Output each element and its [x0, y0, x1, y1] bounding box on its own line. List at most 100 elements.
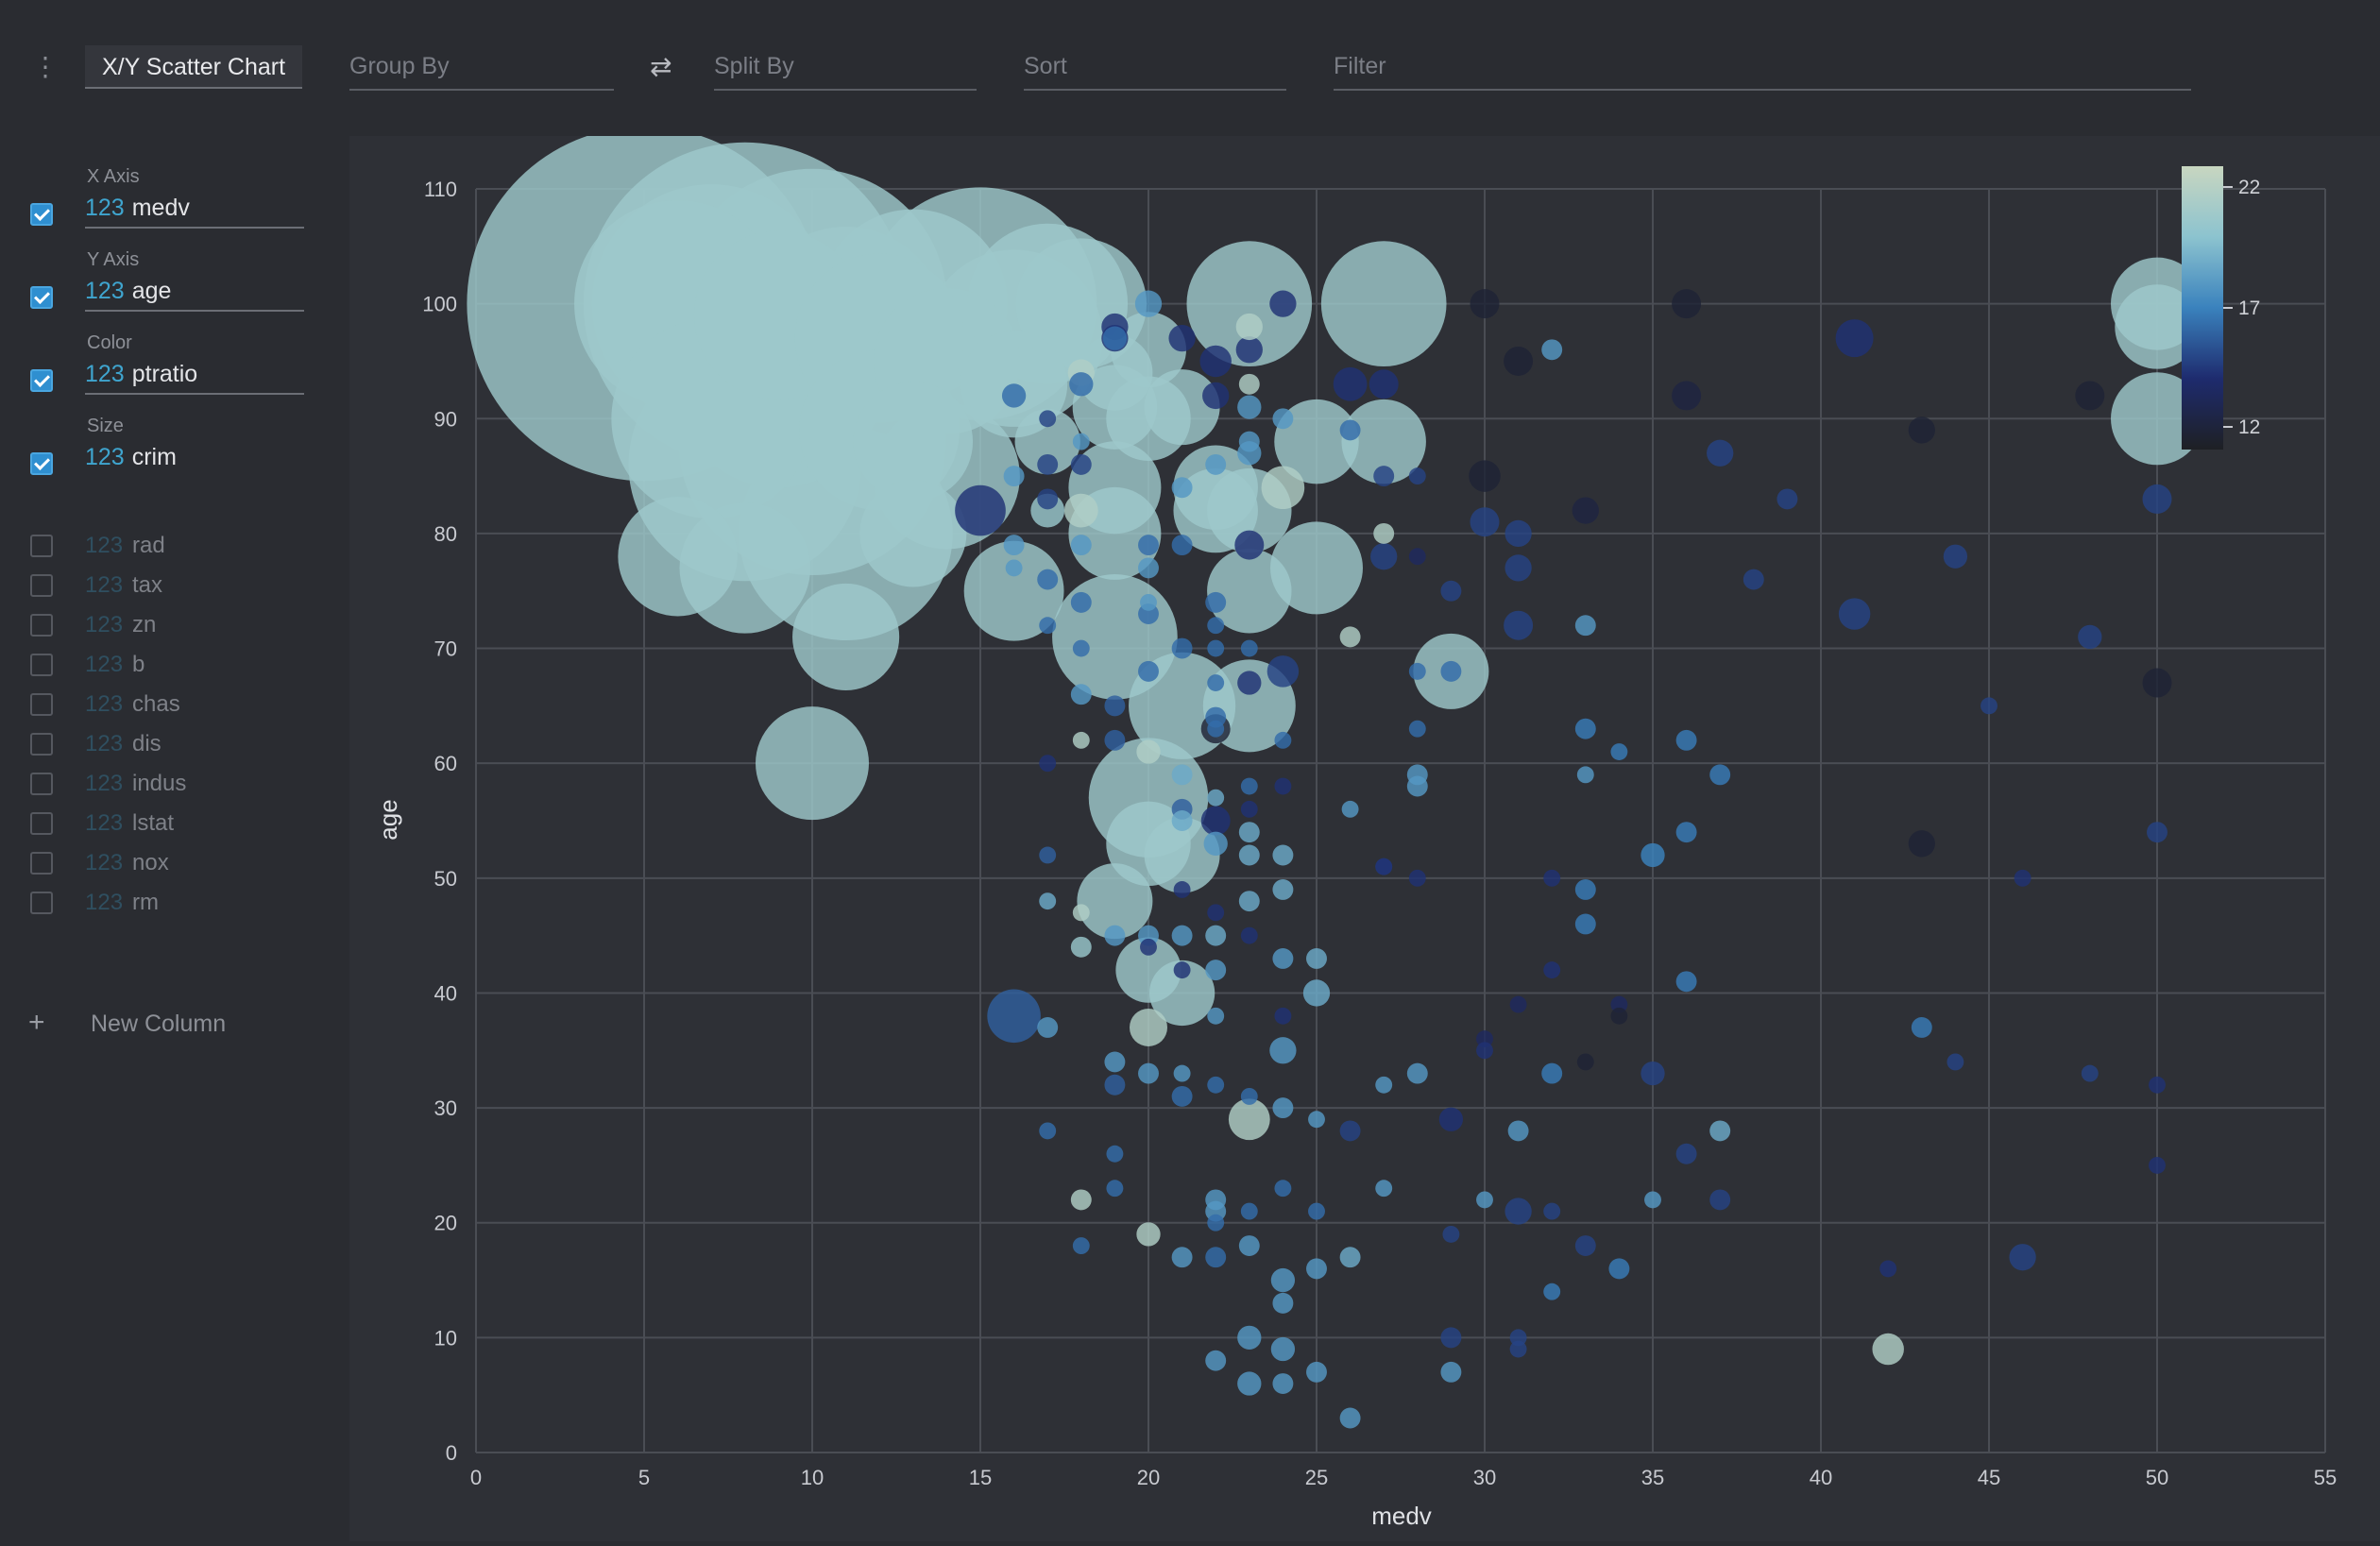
scatter-point[interactable]: [1261, 466, 1305, 510]
scatter-point[interactable]: [1742, 569, 1764, 590]
scatter-point[interactable]: [1205, 1189, 1227, 1211]
scatter-point[interactable]: [1408, 662, 1426, 680]
scatter-point[interactable]: [2009, 1244, 2036, 1271]
scatter-point[interactable]: [1672, 289, 1702, 319]
inactive-column[interactable]: 123 lstat: [0, 805, 349, 842]
active-column-size[interactable]: Size 123 crim: [0, 410, 349, 485]
scatter-point[interactable]: [1576, 1053, 1594, 1071]
scatter-point[interactable]: [1269, 290, 1297, 317]
scatter-point[interactable]: [1504, 554, 1532, 582]
y-axis-checkbox[interactable]: [30, 286, 53, 309]
scatter-point[interactable]: [1908, 416, 1935, 444]
scatter-point[interactable]: [1037, 453, 1059, 475]
scatter-point[interactable]: [1072, 639, 1090, 657]
scatter-point[interactable]: [1709, 1120, 1731, 1142]
active-column-x-axis[interactable]: X Axis 123 medv: [0, 161, 349, 236]
scatter-point[interactable]: [1373, 466, 1395, 487]
scatter-point[interactable]: [1339, 1407, 1361, 1429]
scatter-point[interactable]: [2142, 668, 2172, 698]
scatter-point[interactable]: [1408, 869, 1426, 887]
scatter-point[interactable]: [1476, 1191, 1493, 1209]
scatter-point[interactable]: [1509, 1340, 1527, 1358]
scatter-point[interactable]: [1237, 1325, 1262, 1351]
scatter-point[interactable]: [1872, 1333, 1904, 1366]
scatter-point[interactable]: [1574, 879, 1596, 900]
scatter-point[interactable]: [2149, 1076, 2166, 1094]
scatter-point[interactable]: [1574, 615, 1596, 637]
scatter-point[interactable]: [792, 583, 900, 690]
scatter-point[interactable]: [1504, 610, 1534, 640]
scatter-point[interactable]: [1709, 1189, 1731, 1211]
column-checkbox[interactable]: [30, 773, 53, 795]
color-checkbox[interactable]: [30, 369, 53, 392]
scatter-point[interactable]: [1238, 1235, 1260, 1257]
size-column-field[interactable]: 123 crim: [85, 438, 304, 476]
scatter-point[interactable]: [1168, 324, 1196, 352]
scatter-point[interactable]: [1339, 419, 1361, 441]
scatter-point[interactable]: [1134, 290, 1163, 317]
scatter-point[interactable]: [1306, 948, 1327, 969]
scatter-point[interactable]: [1039, 892, 1057, 910]
scatter-point[interactable]: [2081, 1064, 2099, 1082]
scatter-point[interactable]: [1946, 1053, 1964, 1071]
scatter-point[interactable]: [1102, 326, 1128, 350]
scatter-point[interactable]: [1130, 1008, 1167, 1046]
scatter-point[interactable]: [1138, 535, 1159, 556]
column-checkbox[interactable]: [30, 614, 53, 637]
scatter-point[interactable]: [1574, 913, 1596, 935]
inactive-column[interactable]: 123 rm: [0, 884, 349, 922]
scatter-point[interactable]: [1072, 731, 1090, 749]
scatter-point[interactable]: [1375, 1180, 1393, 1198]
y-axis-column-field[interactable]: 123 age: [85, 272, 304, 312]
scatter-point[interactable]: [756, 706, 869, 821]
scatter-point[interactable]: [1104, 695, 1126, 717]
scatter-point[interactable]: [987, 989, 1041, 1044]
scatter-point[interactable]: [1077, 863, 1153, 940]
scatter-point[interactable]: [1039, 755, 1057, 773]
scatter-point[interactable]: [1039, 1122, 1057, 1140]
x-axis-column-field[interactable]: 123 medv: [85, 189, 304, 229]
inactive-column[interactable]: 123 chas: [0, 686, 349, 723]
scatter-point[interactable]: [1509, 995, 1527, 1013]
scatter-point[interactable]: [1171, 637, 1193, 659]
scatter-point[interactable]: [1274, 777, 1292, 795]
scatter-point[interactable]: [1543, 1202, 1561, 1220]
scatter-point[interactable]: [1341, 800, 1359, 818]
scatter-point[interactable]: [1039, 846, 1057, 864]
scatter-point[interactable]: [2014, 869, 2032, 887]
scatter-point[interactable]: [1138, 660, 1159, 682]
scatter-point[interactable]: [1207, 904, 1225, 922]
scatter-point[interactable]: [1070, 936, 1092, 958]
scatter-point[interactable]: [1205, 453, 1227, 475]
scatter-point[interactable]: [2111, 372, 2203, 466]
scatter-point[interactable]: [1341, 399, 1426, 484]
scatter-point[interactable]: [1469, 460, 1501, 492]
scatter-point[interactable]: [1339, 626, 1361, 648]
scatter-point[interactable]: [1576, 766, 1594, 784]
size-checkbox[interactable]: [30, 452, 53, 475]
new-column-button[interactable]: + New Column: [0, 1001, 349, 1048]
scatter-point[interactable]: [1240, 777, 1258, 795]
scatter-point[interactable]: [1205, 1350, 1227, 1371]
scatter-point[interactable]: [1835, 319, 1874, 358]
scatter-point[interactable]: [1408, 720, 1426, 738]
color-column-field[interactable]: 123 ptratio: [85, 355, 304, 395]
scatter-point[interactable]: [955, 484, 1006, 536]
scatter-point[interactable]: [1186, 241, 1313, 366]
scatter-point[interactable]: [1308, 1111, 1325, 1129]
scatter-point[interactable]: [1070, 591, 1092, 613]
scatter-point[interactable]: [2142, 484, 2172, 514]
scatter-point[interactable]: [1504, 519, 1532, 548]
scatter-point[interactable]: [1207, 789, 1225, 807]
scatter-point[interactable]: [1406, 775, 1428, 797]
scatter-point[interactable]: [1072, 904, 1090, 922]
scatter-point[interactable]: [1199, 345, 1232, 378]
scatter-point[interactable]: [1237, 1371, 1262, 1396]
scatter-point[interactable]: [1406, 1062, 1428, 1084]
scatter-point[interactable]: [1269, 1037, 1297, 1064]
scatter-point[interactable]: [1207, 639, 1225, 657]
scatter-point[interactable]: [1911, 1016, 1932, 1038]
scatter-point[interactable]: [1205, 591, 1227, 613]
scatter-point[interactable]: [1707, 439, 1734, 467]
column-checkbox[interactable]: [30, 852, 53, 875]
